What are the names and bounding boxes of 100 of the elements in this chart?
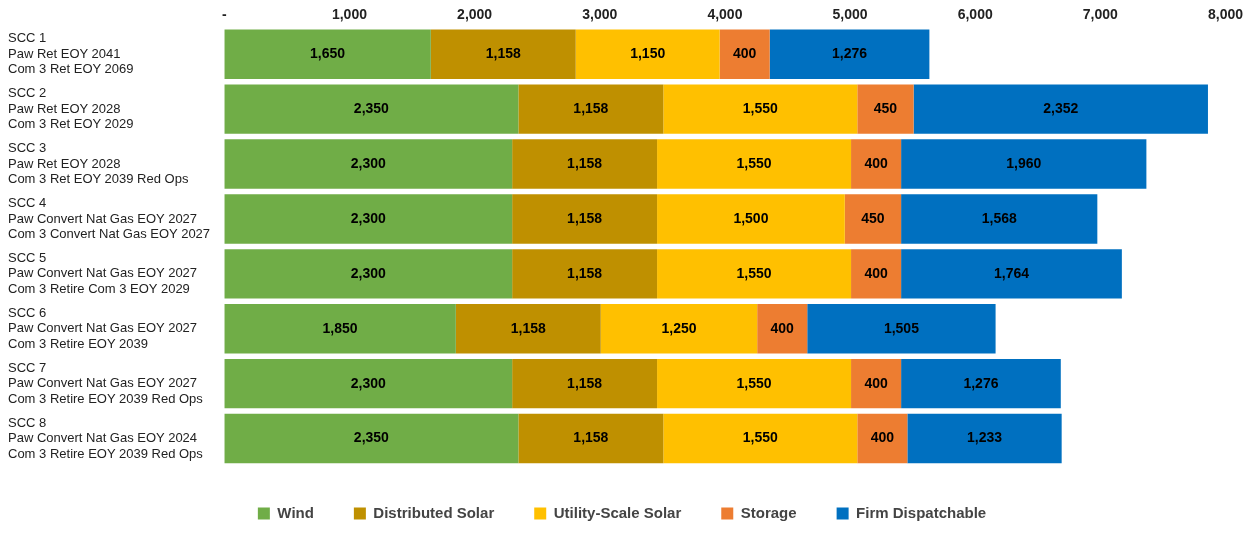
bar (769, 29, 930, 79)
data-label: 1,158 (573, 100, 609, 117)
bar (455, 304, 601, 354)
data-label: 1,550 (736, 374, 772, 391)
data-label: 1,550 (742, 429, 779, 446)
data-label: 1,233 (966, 429, 1003, 446)
x-tick-label: 6,000 (957, 6, 993, 23)
data-label: 1,505 (883, 319, 920, 336)
legend-label: Firm Dispatchable (856, 503, 987, 521)
bar (657, 194, 845, 244)
legend-label: Wind (277, 503, 314, 521)
data-label: 400 (864, 374, 888, 391)
x-tick-label: 4,000 (707, 6, 743, 23)
bar (851, 139, 902, 189)
data-label: 1,250 (661, 319, 697, 336)
bar (844, 194, 902, 244)
data-label: 1,650 (310, 45, 346, 62)
bar (757, 304, 808, 354)
data-label: 450 (873, 100, 898, 117)
y-tick-label: SCC 8 Paw Convert Nat Gas EOY 2024 Com 3 Retire EOY 2039 Red Ops (8, 414, 204, 461)
bar (857, 84, 914, 134)
data-label: 1,158 (567, 264, 603, 281)
y-tick-label: SCC 7 Paw Convert Nat Gas EOY 2027 Com 3 Retire EOY 2039 Red Ops (8, 359, 204, 406)
data-label: 2,300 (350, 209, 386, 226)
bar (807, 304, 996, 354)
data-label: 1,158 (567, 374, 603, 391)
x-tick-label: 7,000 (1082, 6, 1119, 23)
x-tick-label: 2,000 (457, 6, 493, 23)
y-tick-label: SCC 3 Paw Ret EOY 2028 Com 3 Ret EOY 2039 Red Ops (8, 140, 189, 187)
bar (518, 413, 664, 464)
data-label: 1,764 (993, 264, 1030, 281)
data-label: 450 (861, 209, 885, 226)
bar (224, 413, 519, 464)
data-label: 1,550 (736, 264, 772, 281)
data-label: 1,550 (736, 154, 772, 171)
bar (512, 194, 658, 244)
bar (657, 139, 852, 189)
bar (224, 358, 513, 409)
y-tick-label: SCC 4 Paw Convert Nat Gas EOY 2027 Com 3 Convert Nat Gas EOY 2027 (8, 194, 211, 242)
legend-label: Distributed Solar (373, 503, 495, 521)
bar (512, 358, 658, 409)
bar (575, 29, 720, 79)
y-tick-label: SCC 5 Paw Convert Nat Gas EOY 2027 Com 3 Retire Com 3 EOY 2029 (8, 249, 198, 297)
data-label: 2,352 (1043, 100, 1079, 117)
bar (907, 413, 1062, 464)
data-label: 1,158 (567, 209, 603, 226)
data-label: 400 (864, 154, 888, 171)
bar (663, 413, 858, 464)
legend-label: Storage (740, 503, 797, 521)
bar (851, 358, 902, 409)
bar (657, 358, 852, 409)
bar (719, 29, 770, 79)
bar (857, 413, 908, 464)
bar (913, 84, 1208, 134)
bar (224, 194, 513, 244)
data-label: 1,850 (322, 319, 358, 336)
data-label: 2,300 (350, 374, 386, 391)
data-label: 2,300 (350, 264, 386, 281)
bar (657, 249, 852, 299)
data-label: 1,960 (1006, 154, 1042, 171)
legend-label: Utility-Scale Solar (553, 503, 682, 521)
bar (851, 249, 902, 299)
data-label: 1,158 (573, 429, 609, 446)
bar (430, 29, 576, 79)
x-tick-label: 5,000 (832, 6, 868, 23)
bar (224, 139, 513, 189)
data-label: 2,300 (350, 154, 386, 171)
data-label: 1,150 (630, 45, 666, 62)
x-tick-label: 1,000 (331, 6, 368, 23)
bar (224, 84, 519, 134)
y-tick-label: SCC 6 Paw Convert Nat Gas EOY 2027 Com 3 Retire EOY 2039 (8, 304, 198, 351)
bar (512, 249, 658, 299)
data-label: 1,158 (485, 45, 521, 62)
bar (901, 249, 1122, 299)
data-label: 400 (770, 319, 795, 336)
bar (224, 29, 431, 79)
x-tick-label: - (221, 6, 227, 23)
data-label: 1,158 (567, 154, 603, 171)
data-label: 1,550 (742, 100, 779, 117)
bar (224, 249, 513, 299)
data-label: 1,568 (981, 209, 1017, 226)
y-tick-label: SCC 1 Paw Ret EOY 2041 Com 3 Ret EOY 2069 (8, 30, 134, 77)
bar (901, 139, 1147, 189)
data-label: 400 (732, 45, 757, 62)
x-tick-label: 3,000 (582, 6, 618, 23)
x-tick-label: 8,000 (1207, 6, 1244, 23)
bar (901, 194, 1098, 244)
data-label: 1,276 (963, 374, 999, 391)
y-tick-label: SCC 2 Paw Ret EOY 2028 Com 3 Ret EOY 2029 (8, 85, 134, 132)
data-label: 1,276 (832, 45, 868, 62)
data-label: 2,350 (353, 100, 390, 117)
bar (224, 304, 456, 354)
bar (512, 139, 658, 189)
data-label: 1,500 (733, 209, 769, 226)
data-label: 1,158 (510, 319, 547, 336)
data-label: 400 (864, 264, 888, 281)
bar (600, 304, 758, 354)
bar (518, 84, 664, 134)
bar (901, 358, 1061, 409)
bar (663, 84, 858, 134)
